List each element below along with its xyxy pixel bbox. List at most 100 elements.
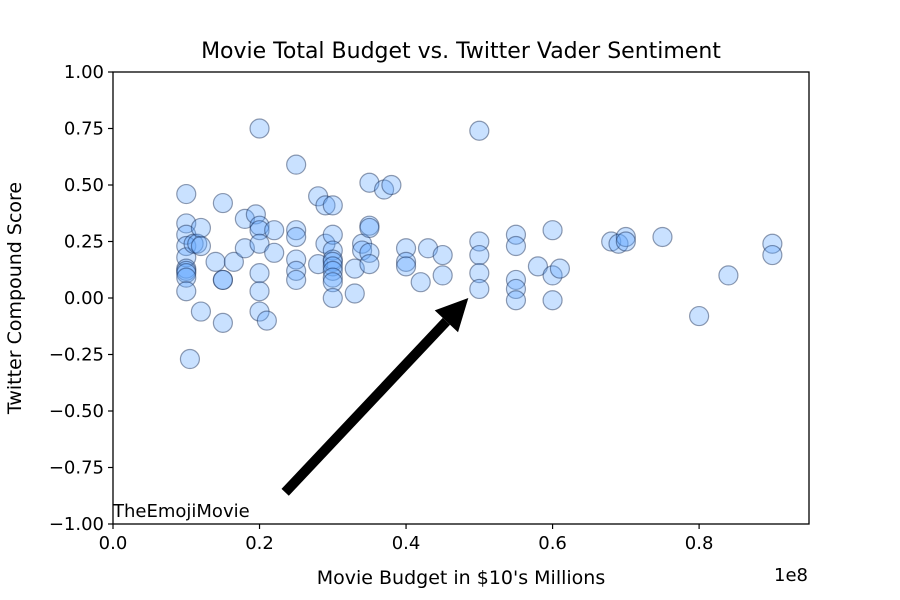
scatter-point	[351, 240, 373, 261]
scatter-point	[601, 231, 622, 252]
scatter-point	[608, 233, 629, 254]
scatter-point	[205, 251, 226, 272]
scatter-point	[187, 233, 208, 254]
scatter-point	[234, 238, 255, 259]
scatter-point	[718, 265, 739, 286]
y-axis-ticks: −1.00 −0.75 −0.50 −0.25 0.00 0.25 0.50 0.75 1.00	[49, 62, 113, 535]
y-tick-label: 1.00	[64, 62, 104, 83]
scatter-point	[395, 251, 417, 272]
x-tick-label: 0.2	[245, 533, 274, 554]
scatter-point	[286, 220, 307, 241]
x-tick-label: 0.8	[685, 533, 714, 554]
scatter-point	[190, 217, 212, 239]
scatter-point	[542, 290, 563, 311]
scatter-point	[469, 278, 490, 300]
scatter-point	[762, 244, 783, 266]
scatter-point	[176, 235, 197, 257]
plot-frame	[112, 71, 810, 525]
scatter-point	[395, 256, 417, 277]
scatter-point	[245, 204, 266, 225]
x-axis-offset-label: 1e8	[774, 565, 808, 586]
scatter-point	[179, 348, 201, 370]
scatter-point	[286, 260, 307, 281]
annotation: TheEmojiMovie	[112, 298, 469, 522]
scatter-point	[395, 238, 417, 259]
scatter-point	[322, 249, 343, 270]
y-tick-label: −0.50	[49, 401, 104, 422]
scatter-point	[762, 233, 783, 254]
scatter-point	[505, 235, 527, 257]
scatter-point	[549, 258, 571, 279]
scatter-point	[315, 195, 336, 216]
scatter-point	[249, 220, 270, 241]
scatter-point	[249, 118, 270, 139]
scatter-point	[264, 220, 285, 241]
annotation-arrow-shaft	[281, 317, 451, 496]
scatter-point	[359, 215, 380, 236]
x-tick-label: 0.6	[538, 533, 567, 554]
scatter-point	[234, 208, 255, 229]
scatter-point	[264, 242, 285, 263]
scatter-point	[286, 269, 307, 291]
scatter-point	[542, 265, 563, 286]
scatter-point	[249, 215, 270, 236]
scatter-point	[212, 192, 233, 214]
y-tick-label: 0.50	[64, 175, 104, 196]
scatter-point	[176, 247, 197, 268]
scatter-point	[359, 217, 380, 239]
scatter-point	[176, 260, 197, 281]
x-tick-label: 0.4	[392, 533, 421, 554]
scatter-point	[176, 213, 197, 234]
scatter-point	[176, 263, 197, 284]
scatter-point	[469, 231, 490, 252]
scatter-point	[176, 258, 197, 279]
scatter-point	[212, 269, 233, 291]
scatter-point	[505, 278, 527, 300]
scatter-point	[469, 244, 490, 266]
scatter-point	[223, 251, 244, 272]
scatter-point	[176, 183, 197, 205]
scatter-point	[344, 283, 365, 304]
x-axis-ticks: 0.0 0.2 0.4 0.6 0.8	[99, 524, 714, 554]
scatter-point	[183, 233, 204, 254]
scatter-point	[381, 174, 402, 196]
scatter-point	[432, 265, 453, 286]
scatter-point	[176, 281, 197, 302]
x-tick-label: 0.0	[99, 533, 128, 554]
scatter-point	[615, 226, 636, 248]
scatter-point	[417, 238, 439, 259]
scatter-point	[322, 224, 343, 245]
scatter-point	[373, 179, 395, 200]
scatter-point	[322, 195, 343, 216]
scatter-point	[505, 290, 527, 311]
scatter-points	[176, 118, 783, 370]
scatter-point	[359, 254, 380, 275]
scatter-point	[308, 186, 329, 207]
y-tick-label: 0.75	[64, 119, 104, 140]
scatter-point	[322, 251, 343, 272]
scatter-point	[322, 240, 343, 261]
scatter-point	[689, 305, 710, 327]
scatter-point	[256, 310, 277, 331]
scatter-point	[249, 233, 270, 254]
scatter-point	[527, 256, 549, 277]
y-axis-label: Twitter Compound Score	[4, 182, 26, 415]
scatter-point	[249, 263, 270, 284]
scatter-point	[351, 233, 373, 254]
y-tick-label: −0.75	[49, 458, 104, 479]
y-tick-label: −0.25	[49, 345, 104, 366]
scatter-point	[322, 260, 343, 281]
scatter-point	[176, 224, 197, 245]
scatter-point	[315, 233, 336, 254]
chart-title: Movie Total Budget vs. Twitter Vader Sen…	[201, 39, 721, 64]
scatter-point	[469, 263, 490, 284]
scatter-point	[308, 254, 329, 275]
scatter-point	[190, 235, 212, 257]
y-tick-label: 0.25	[64, 232, 104, 253]
scatter-point	[432, 244, 453, 266]
annotation-arrow-head	[434, 298, 469, 333]
scatter-point	[286, 249, 307, 270]
scatter-point	[469, 120, 490, 141]
scatter-point	[249, 281, 270, 302]
